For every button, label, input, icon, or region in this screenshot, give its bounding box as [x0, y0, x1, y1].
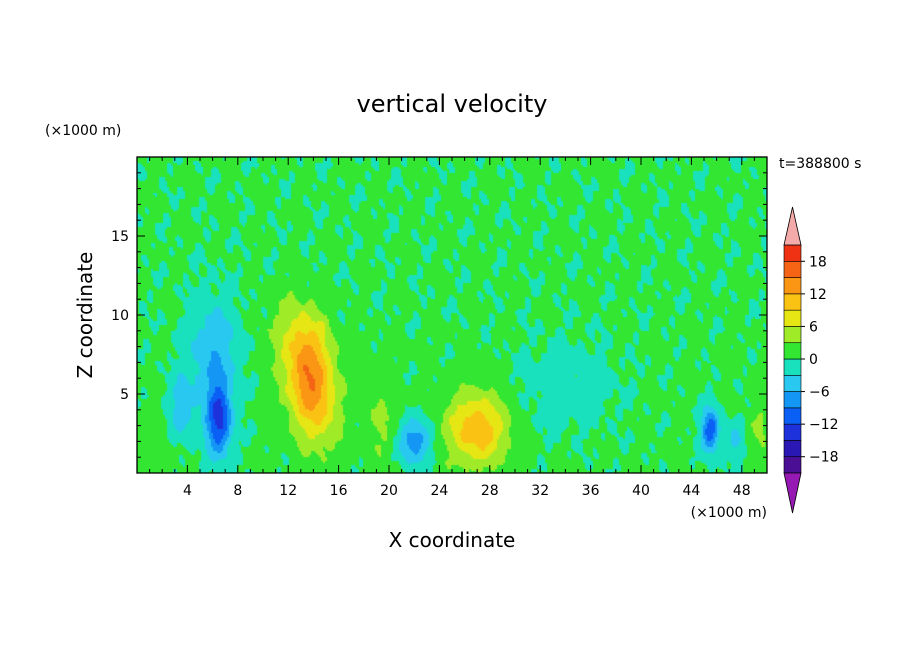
colorbar-tick-label: 12 — [809, 287, 827, 303]
colorbar-segment — [783, 423, 802, 441]
colorbar-tick-label: 6 — [809, 319, 818, 335]
colorbar-segment — [783, 260, 802, 278]
y-unit-label: (×1000 m) — [45, 123, 121, 139]
colorbar-segment — [783, 342, 802, 360]
colorbar-segment — [783, 374, 802, 392]
x-tick-label: 28 — [481, 483, 499, 499]
x-tick-label: 36 — [582, 483, 600, 499]
x-tick-label: 32 — [531, 483, 549, 499]
colorbar-segment — [783, 326, 802, 344]
chart-title: vertical velocity — [357, 90, 548, 118]
x-ticks: 4 8 12 16 20 24 28 32 36 40 44 48 — [136, 157, 768, 499]
colorbar-tick-label: −18 — [809, 450, 839, 466]
colorbar-tick-label: 18 — [809, 254, 827, 270]
x-tick-label: 8 — [233, 483, 242, 499]
colorbar-over-arrow — [783, 206, 802, 246]
contour-image — [137, 157, 767, 473]
colorbar-segment — [783, 309, 802, 327]
colorbar-segment — [783, 277, 802, 295]
x-tick-label: 4 — [183, 483, 192, 499]
x-tick-label: 48 — [733, 483, 751, 499]
colorbar-tick-label: 0 — [809, 352, 818, 368]
y-ticks: 5 10 15 — [111, 156, 767, 474]
colorbar-segment — [783, 407, 802, 425]
colorbar-segment — [783, 358, 802, 376]
colorbar-segment — [783, 293, 802, 311]
x-tick-label: 24 — [430, 483, 448, 499]
colorbar-under-arrow — [783, 472, 802, 514]
colorbar-segment — [783, 440, 802, 458]
colorbar-tick-label: −6 — [809, 385, 830, 401]
colorbar-segment — [783, 244, 802, 262]
y-tick-label: 10 — [111, 308, 129, 324]
y-tick-label: 15 — [111, 229, 129, 245]
y-axis-label: Z coordinate — [73, 252, 97, 379]
x-axis-label: X coordinate — [389, 528, 516, 552]
colorbar-segment — [783, 391, 802, 409]
contour-field — [137, 157, 767, 473]
colorbar-tick-label: −12 — [809, 417, 839, 433]
y-tick-label: 5 — [120, 387, 129, 403]
x-tick-label: 16 — [330, 483, 348, 499]
time-label: t=388800 s — [779, 156, 861, 172]
x-unit-label: (×1000 m) — [691, 505, 767, 521]
x-tick-label: 20 — [380, 483, 398, 499]
x-tick-label: 44 — [682, 483, 700, 499]
colorbar: 18 12 6 0 −6 −12 −18 — [783, 206, 839, 514]
x-tick-label: 12 — [279, 483, 297, 499]
colorbar-segment — [783, 456, 802, 474]
x-tick-label: 40 — [632, 483, 650, 499]
